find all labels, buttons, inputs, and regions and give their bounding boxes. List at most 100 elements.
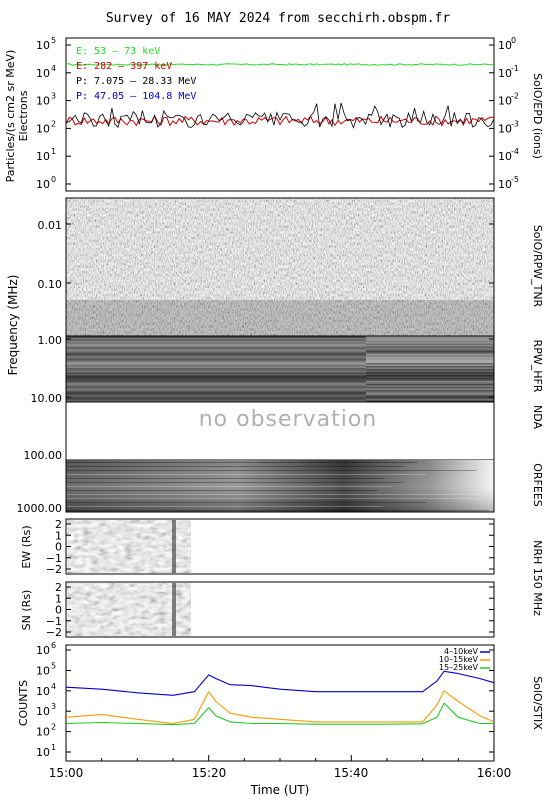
nrh-ew-tick-label: 1 [55,529,62,542]
nrh-ew-tick-label: −2 [46,563,62,576]
epd-left-tick-exponent: 1 [51,147,56,156]
stix-legend-entry: 10–15keV [439,655,479,664]
epd-series-line [65,115,495,127]
epd-right-tick-exponent: -1 [511,64,519,73]
freq-tickmarks [66,223,494,398]
hfr-stripe [366,375,494,377]
hfr-right-label: RPW_HFR [531,340,544,393]
orfees-right-label: ORFEES [531,463,544,507]
nrh-sn-ylabel: SN (Rs) [20,590,33,631]
hfr-stripe [366,399,494,401]
nrh-ew-tick-label: 0 [55,541,62,554]
nrh-sn-tick-label: 1 [55,592,62,605]
epd-legend-entry: P: 47.05 – 104.8 MeV [76,91,196,102]
nrh-ew-burst [172,520,176,573]
time-axis-label: Time (UT) [250,783,310,797]
hfr-stripe [66,347,366,349]
nrh-ew-ylabel: EW (Rs) [20,525,33,568]
epd-series-line [65,102,495,129]
orfees-stripe [66,466,405,467]
orfees-frame [65,401,495,513]
stix-legend-entry: 15–25keV [439,663,479,672]
hfr-stripe [366,390,494,392]
epd-ylabel: Particles/(s cm2 sr MeV) [4,50,17,183]
orfees-stripe [66,506,384,507]
orfees-stripe [66,482,404,483]
nrh-ew-tick-label: 2 [55,518,62,531]
tnr-right-label: SolO/RPW_TNR [531,225,544,308]
orfees-stripe [66,490,378,491]
frequency-ylabel: Frequency (MHz) [6,275,20,376]
orfees-stripe [66,462,418,463]
freq-tick-100: 1.00 [38,334,63,347]
stix-tick-label: 10 [36,685,50,698]
hfr-stripe [66,371,366,373]
stix-tick-label: 10 [36,726,50,739]
stix-series-line [65,690,495,725]
nrh-sn-burst [172,583,176,636]
hfr-stripe [66,356,366,358]
hfr-stripes [66,338,494,404]
epd-right-tick-exponent: -4 [511,147,519,156]
nrh-sn-tick-label: 0 [55,604,62,617]
epd-right-tick-exponent: -2 [511,92,519,101]
epd-right-tick-exponent: 0 [511,36,516,45]
orfees-stripe [66,510,489,511]
hfr-stripe [366,369,494,371]
epd-ylabel-electrons: Electrons [17,90,30,141]
epd-left-tick-exponent: 4 [51,64,56,73]
orfees-shade [66,460,494,512]
hfr-stripe [366,357,494,359]
hfr-stripe [366,381,494,383]
epd-right-label: SolO/EPD (ions) [531,73,544,159]
hfr-stripe [66,359,366,361]
stix-tick-label: 10 [36,746,50,759]
frequency-axis: 0.01 0.10 1.00 10.00 [31,219,494,405]
hfr-stripe [66,374,366,376]
hfr-stripe [366,387,494,389]
time-tickmarks [65,755,495,761]
epd-left-tick-label: 10 [36,39,50,52]
nrh-sn-tick-label: −1 [46,615,62,628]
nrh-sn-tick-label: −2 [46,626,62,639]
epd-legend-entry: E: 282 – 397 keV [76,61,172,72]
hfr-stripe [366,354,494,356]
hfr-stripe [66,398,366,400]
orfees-stripe [66,470,477,471]
epd-right-tick-label: 10 [498,150,512,163]
hfr-stripe [366,345,494,347]
hfr-stripe [366,360,494,362]
nda-panel: no observation NDA [65,401,544,461]
hfr-stripe [66,380,366,382]
hfr-stripe [66,353,366,355]
stix-legend-entry: 4–10keV [444,647,479,656]
time-tick-1600: 16:00 [477,766,512,780]
rpw-tnr-panel: SolO/RPW_TNR [65,197,544,337]
epd-legend: E: 53 – 73 keV E: 282 – 397 keV P: 7.075 –… [76,46,196,102]
time-tick-1500: 15:00 [49,766,84,780]
tnr-spectrogram [66,198,494,336]
figure-title: Survey of 16 MAY 2024 from secchirh.obsp… [106,11,451,26]
orfees-stripe [66,498,484,499]
epd-series-line [65,63,495,66]
hfr-spectrogram-right [366,336,494,402]
nrh-ew-image [67,520,191,573]
stix-tick-exponent: 1 [51,743,56,752]
epd-left-tick-label: 10 [36,150,50,163]
hfr-stripe [366,366,494,368]
epd-right-tick-label: 10 [498,122,512,135]
hfr-stripe [66,383,366,385]
hfr-stripe [66,362,366,364]
epd-left-tick-label: 10 [36,178,50,191]
epd-left-tick-exponent: 0 [51,175,56,184]
tnr-dark-band [66,300,494,336]
epd-right-tick-label: 10 [498,39,512,52]
orfees-stripe [66,494,487,495]
hfr-stripe [366,384,494,386]
epd-right-tick-label: 10 [498,67,512,80]
hfr-stripe [66,392,366,394]
hfr-stripe [66,344,366,346]
